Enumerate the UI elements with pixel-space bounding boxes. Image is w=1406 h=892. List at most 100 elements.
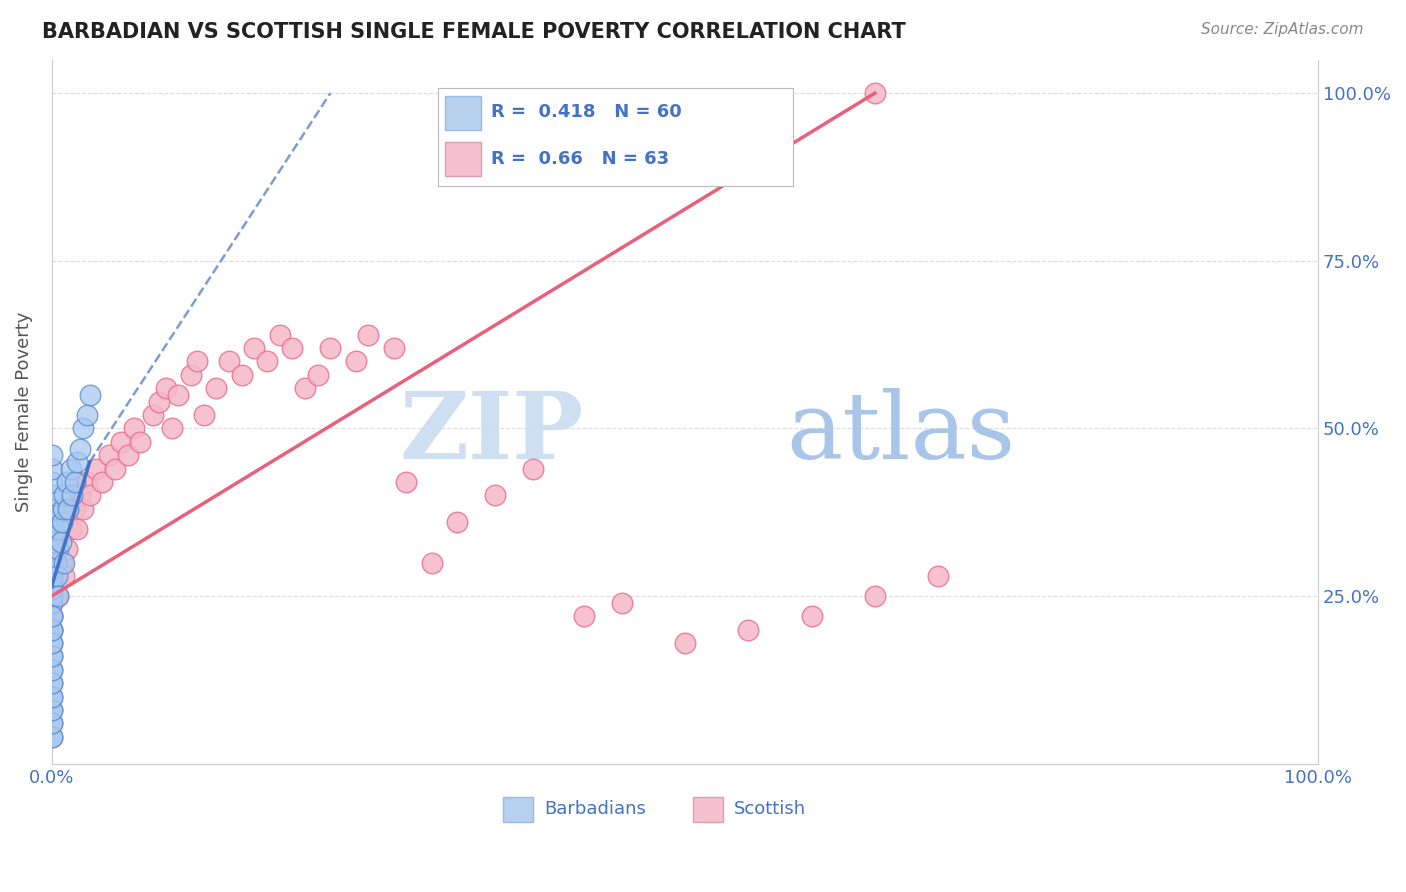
Point [41,542,63,557]
Point [41,461,63,475]
Point [41,609,63,624]
Point [319,341,342,355]
Point [97,448,120,462]
Point [294,381,316,395]
Point [59,461,82,475]
Point [84,461,107,475]
Text: atlas: atlas [786,388,1015,478]
Point [41,508,63,523]
Point [41,609,63,624]
Point [110,434,132,449]
Point [193,408,215,422]
Point [382,341,405,355]
Point [243,341,266,355]
Point [205,381,228,395]
Point [357,327,380,342]
Point [49,535,72,549]
Point [59,522,82,536]
Point [41,609,63,624]
Point [79,388,101,402]
Point [41,569,63,583]
Point [41,556,63,570]
Y-axis label: Single Female Poverty: Single Female Poverty [15,311,32,512]
Point [53,488,76,502]
Point [41,556,63,570]
Point [41,516,63,530]
Point [41,690,63,704]
Point [122,421,145,435]
Point [41,475,63,489]
Point [63,475,86,489]
Point [256,354,278,368]
Point [51,516,73,530]
Point [41,716,63,731]
Point [41,448,63,462]
Point [484,488,506,502]
Point [218,354,240,368]
Point [51,556,73,570]
Point [41,529,63,543]
Point [446,516,468,530]
Point [41,516,63,530]
Point [155,381,177,395]
Point [46,542,69,557]
Point [56,542,79,557]
Point [41,589,63,603]
Point [129,434,152,449]
Point [800,609,823,624]
Point [117,448,139,462]
Point [522,461,544,475]
Point [45,556,67,570]
Point [41,703,63,717]
Point [41,663,63,677]
Point [41,676,63,690]
Point [41,730,63,744]
Point [41,649,63,664]
Point [307,368,329,382]
Point [66,455,89,469]
Point [167,388,190,402]
Point [41,596,63,610]
Point [69,488,91,502]
Point [91,475,114,489]
Point [41,690,63,704]
Point [142,408,165,422]
Point [41,636,63,650]
Point [76,475,98,489]
Point [72,502,94,516]
Point [41,535,63,549]
Point [186,354,208,368]
Point [160,421,183,435]
Point [927,569,949,583]
Point [41,623,63,637]
Point [60,488,83,502]
Point [863,86,886,100]
Point [231,368,253,382]
Point [56,475,79,489]
Point [66,522,89,536]
Point [41,716,63,731]
Point [180,368,202,382]
Point [41,488,63,502]
Point [41,623,63,637]
Point [572,609,595,624]
Point [41,529,63,543]
Point [41,582,63,597]
Text: ZIP: ZIP [399,388,583,478]
Text: Source: ZipAtlas.com: Source: ZipAtlas.com [1201,22,1364,37]
Point [58,502,80,516]
Point [46,589,69,603]
Point [41,502,63,516]
Point [673,636,696,650]
Point [41,582,63,597]
Point [48,522,70,536]
Point [610,596,633,610]
Point [41,522,63,536]
Point [41,549,63,563]
Point [41,556,63,570]
Point [72,421,94,435]
Point [41,596,63,610]
Point [41,562,63,576]
Point [41,542,63,557]
Point [41,676,63,690]
